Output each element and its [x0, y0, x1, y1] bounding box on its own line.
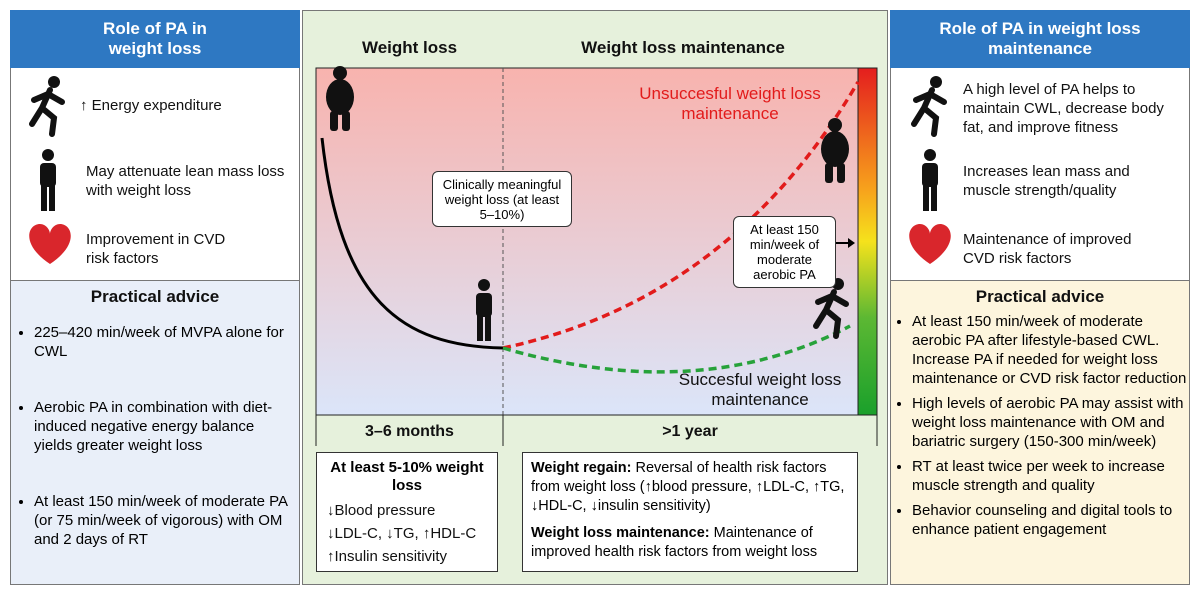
outcome-text: Maintenance of improved health risk fact… — [531, 525, 818, 560]
period-label: >1 year — [662, 423, 718, 440]
curve-label: Unsuccesful weight loss maintenance — [639, 84, 821, 123]
advice-item: At least 150 min/week of moderate aerobi… — [912, 312, 1188, 388]
role-item: May attenuate lean mass loss with weight… — [86, 163, 285, 199]
advice-item: 225–420 min/week of MVPA alone for CWL — [34, 323, 292, 361]
phase-title: Weight loss — [361, 38, 458, 57]
advice-item: Aerobic PA in combination with diet-indu… — [34, 398, 292, 455]
advice-item: Behavior counseling and digital tools to… — [912, 501, 1188, 539]
role-item: ↑ Energy expenditure — [80, 97, 222, 114]
effects-box: At least 5-10% weight loss ↓Blood pressu… — [316, 452, 498, 572]
callout-arrowhead — [848, 238, 855, 248]
phase-title: Weight loss maintenance — [581, 38, 785, 57]
maintenance-curve — [502, 324, 851, 374]
weight-loss-curve — [320, 137, 504, 350]
lifter-icon — [40, 149, 56, 211]
outcome-label: Weight loss maintenance: — [531, 525, 710, 541]
advice-title: Practical advice — [975, 287, 1105, 306]
left-advice-bg — [10, 280, 300, 585]
lifter-icon — [922, 149, 938, 211]
box-title: At least 5-10% weight loss — [330, 459, 484, 494]
advice-item: High levels of aerobic PA may assist wit… — [912, 394, 1188, 451]
advice-list: 225–420 min/week of MVPA alone for CWL A… — [20, 323, 292, 555]
left-header: Role of PA in weight loss — [10, 10, 300, 68]
role-item: A high level of PA helps to maintain CWL… — [963, 81, 1164, 136]
callout-box: At least 150 min/week of moderate aerobi… — [733, 216, 836, 288]
outcome-text: Reversal of health risk factors from wei… — [531, 460, 845, 514]
header-text: Role of PA in weight loss maintenance — [939, 19, 1141, 58]
outcomes-box: Weight regain: Reversal of health risk f… — [522, 452, 858, 572]
right-header: Role of PA in weight loss maintenance — [890, 10, 1190, 68]
advice-list: At least 150 min/week of moderate aerobi… — [898, 312, 1188, 545]
curve-label: Succesful weight loss maintenance — [678, 370, 842, 409]
period-label: 3–6 months — [365, 423, 454, 440]
header-text: Role of PA in weight loss — [103, 19, 207, 58]
effect-item: ↑Insulin sensitivity — [327, 548, 448, 565]
effect-item: ↓LDL-C, ↓TG, ↑HDL-C — [327, 525, 477, 542]
heart-icon — [909, 224, 951, 264]
effect-item: ↓Blood pressure — [327, 502, 436, 519]
heart-icon — [29, 224, 71, 264]
callout-box: Clinically meaningful weight loss (at le… — [432, 171, 572, 227]
color-bar — [857, 67, 878, 416]
regain-curve — [502, 81, 860, 350]
role-item: Maintenance of improved CVD risk factors — [963, 231, 1132, 267]
role-item: Improvement in CVD risk factors — [86, 231, 226, 267]
outcome-label: Weight regain: — [531, 460, 632, 476]
advice-item: RT at least twice per week to increase m… — [912, 457, 1188, 495]
outcome: Weight loss maintenance: Maintenance of … — [531, 524, 849, 562]
advice-title: Practical advice — [90, 287, 220, 306]
advice-item: At least 150 min/week of moderate PA (or… — [34, 492, 292, 549]
role-item: Increases lean mass and muscle strength/… — [963, 163, 1130, 199]
runner-icon — [914, 76, 944, 134]
runner-icon — [32, 76, 62, 134]
right-advice-bg — [890, 280, 1190, 585]
outcome: Weight regain: Reversal of health risk f… — [531, 459, 849, 516]
